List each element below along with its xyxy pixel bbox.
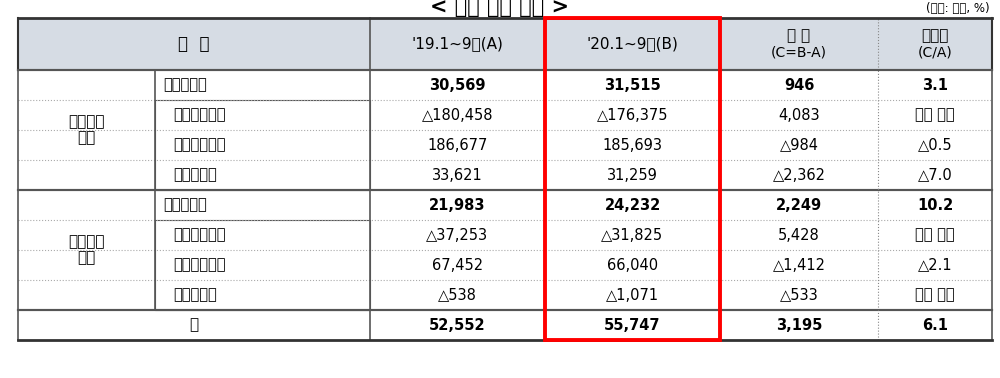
Bar xyxy=(18,310,992,340)
Text: 보험영업이익: 보험영업이익 xyxy=(173,228,226,243)
Text: < 주요 손익 현황 >: < 주요 손익 현황 > xyxy=(430,0,570,17)
Bar xyxy=(18,18,992,70)
Text: △0.5: △0.5 xyxy=(918,138,952,152)
Bar xyxy=(545,18,720,340)
Text: 당기순이익: 당기순이익 xyxy=(163,197,207,212)
Text: 67,452: 67,452 xyxy=(432,257,483,273)
Text: 186,677: 186,677 xyxy=(427,138,488,152)
Text: 손해보험: 손해보험 xyxy=(68,234,105,249)
Text: 보험영업이익: 보험영업이익 xyxy=(173,107,226,122)
Text: 투자영업이익: 투자영업이익 xyxy=(173,257,226,273)
Text: 투자영업이익: 투자영업이익 xyxy=(173,138,226,152)
Text: △1,071: △1,071 xyxy=(606,288,659,302)
Text: △538: △538 xyxy=(438,288,477,302)
Text: △533: △533 xyxy=(780,288,818,302)
Text: △180,458: △180,458 xyxy=(422,107,493,122)
Bar xyxy=(18,70,155,190)
Text: 31,515: 31,515 xyxy=(604,77,661,93)
Text: 6.1: 6.1 xyxy=(922,318,948,333)
Bar xyxy=(155,220,370,310)
Text: 21,983: 21,983 xyxy=(429,197,486,212)
Text: △31,825: △31,825 xyxy=(601,228,664,243)
Text: (단위: 억원, %): (단위: 억원, %) xyxy=(926,2,990,15)
Text: 946: 946 xyxy=(784,77,814,93)
Text: 3.1: 3.1 xyxy=(922,77,948,93)
Text: 5,428: 5,428 xyxy=(778,228,820,243)
Text: 증 감: 증 감 xyxy=(787,28,811,43)
Text: (C=B-A): (C=B-A) xyxy=(771,45,827,59)
Text: 10.2: 10.2 xyxy=(917,197,953,212)
Bar xyxy=(18,190,155,310)
Text: 185,693: 185,693 xyxy=(602,138,662,152)
Text: 증감률: 증감률 xyxy=(921,28,949,43)
Text: 영업외이익: 영업외이익 xyxy=(173,288,217,302)
Bar xyxy=(155,100,370,190)
Text: (C/A): (C/A) xyxy=(918,45,952,59)
Text: 회사: 회사 xyxy=(77,251,96,265)
Text: 손실 축소: 손실 축소 xyxy=(915,107,955,122)
Text: 당기순이익: 당기순이익 xyxy=(163,77,207,93)
Text: 24,232: 24,232 xyxy=(604,197,661,212)
Text: 손실 확대: 손실 확대 xyxy=(915,288,955,302)
Text: 55,747: 55,747 xyxy=(604,318,661,333)
Text: 계: 계 xyxy=(189,318,199,333)
Text: '20.1~9월(B): '20.1~9월(B) xyxy=(587,37,678,51)
Text: △2,362: △2,362 xyxy=(772,167,826,183)
Text: 2,249: 2,249 xyxy=(776,197,822,212)
Text: △37,253: △37,253 xyxy=(426,228,489,243)
Text: 3,195: 3,195 xyxy=(776,318,822,333)
Text: 31,259: 31,259 xyxy=(607,167,658,183)
Text: △176,375: △176,375 xyxy=(597,107,668,122)
Text: △7.0: △7.0 xyxy=(918,167,952,183)
Text: 52,552: 52,552 xyxy=(429,318,486,333)
Text: 회사: 회사 xyxy=(77,130,96,146)
Text: 손실 축소: 손실 축소 xyxy=(915,228,955,243)
Text: 30,569: 30,569 xyxy=(429,77,486,93)
Text: '19.1~9월(A): '19.1~9월(A) xyxy=(412,37,503,51)
Bar xyxy=(18,18,992,340)
Text: 33,621: 33,621 xyxy=(432,167,483,183)
Text: 구  분: 구 분 xyxy=(178,35,210,53)
Text: △2.1: △2.1 xyxy=(918,257,952,273)
Text: 66,040: 66,040 xyxy=(607,257,658,273)
Text: 영업외이익: 영업외이익 xyxy=(173,167,217,183)
Text: △984: △984 xyxy=(780,138,818,152)
Text: △1,412: △1,412 xyxy=(772,257,826,273)
Text: 생명보험: 생명보험 xyxy=(68,115,105,130)
Text: 4,083: 4,083 xyxy=(778,107,820,122)
